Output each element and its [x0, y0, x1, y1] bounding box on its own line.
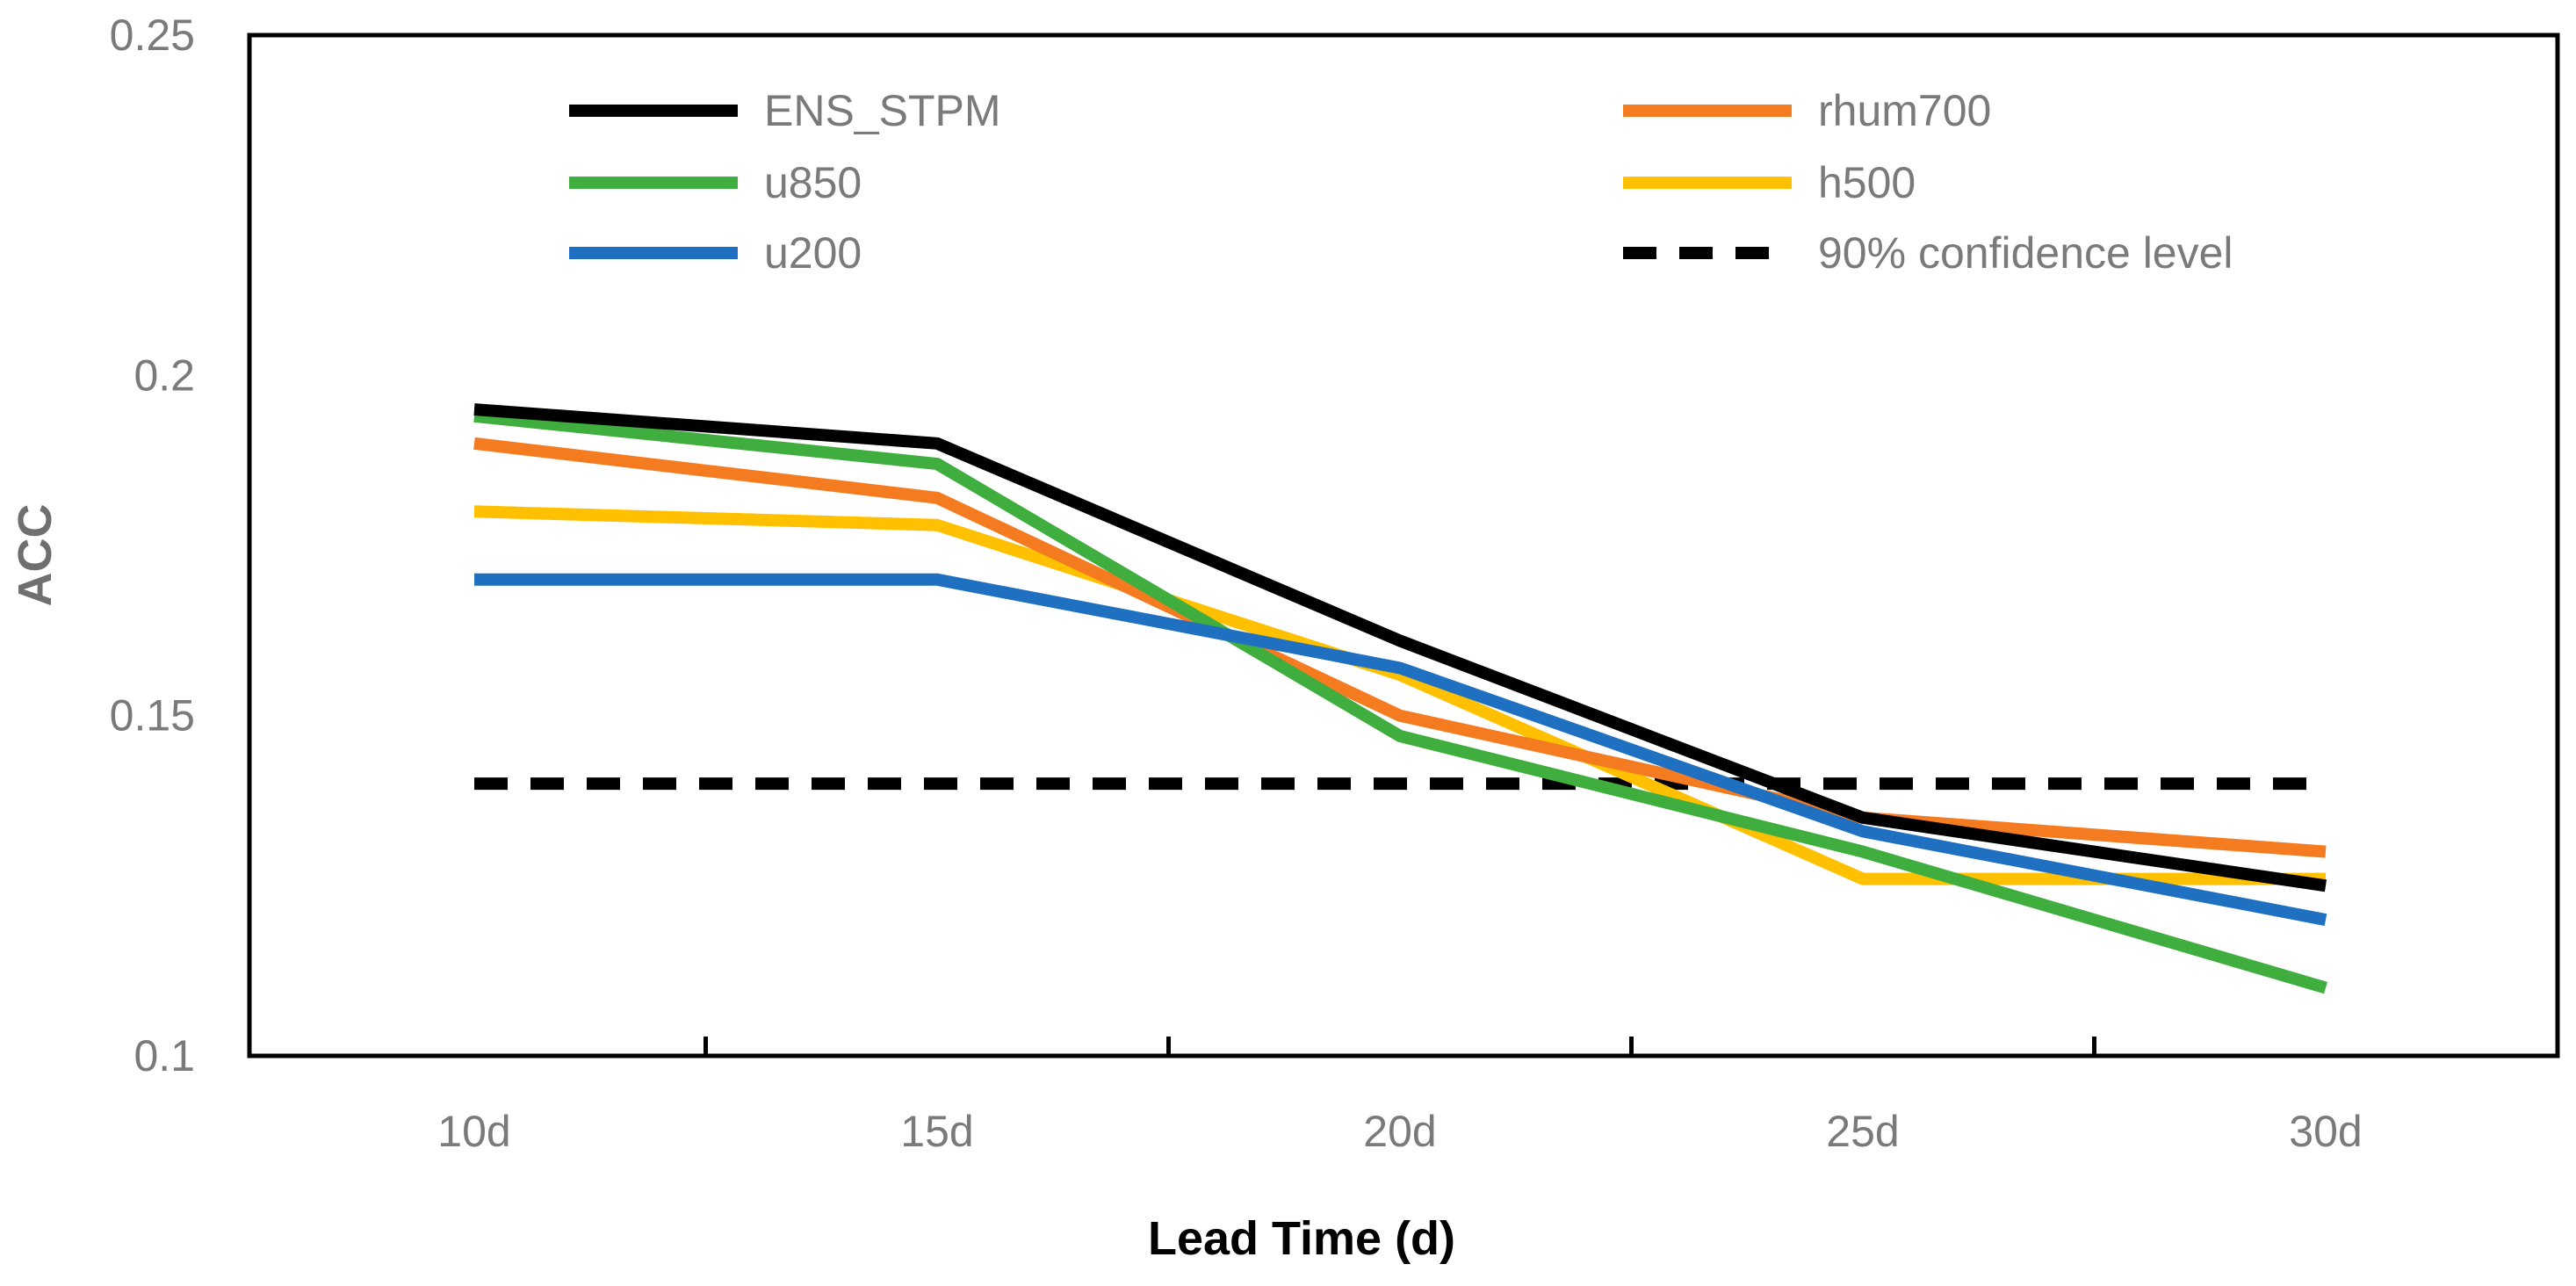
y-axis-tick-labels: 0.1 0.15 0.2 0.25 [110, 11, 195, 1080]
x-tick-label: 15d [900, 1107, 973, 1156]
y-tick-label: 0.1 [133, 1031, 195, 1080]
plot-border [247, 33, 2560, 1058]
legend-item: h500 [1623, 158, 1916, 207]
y-tick-label: 0.15 [110, 691, 195, 741]
y-axis-title: ACC [9, 504, 61, 607]
series-lines [473, 403, 2327, 994]
x-axis-ticks [704, 1037, 2096, 1056]
legend-item: ENS_STPM [569, 86, 1001, 135]
x-tick-label: 10d [437, 1107, 510, 1156]
x-axis-tick-labels: 10d 15d 20d 25d 30d [437, 1107, 2362, 1156]
legend-label: 90% confidence level [1818, 228, 2233, 278]
legend: ENS_STPM rhum700 u850 h500 u200 90% confidenc… [569, 86, 2233, 278]
legend-label: h500 [1818, 158, 1916, 207]
x-tick-label: 30d [2289, 1107, 2362, 1156]
legend-label: ENS_STPM [764, 86, 1001, 135]
plot-area [247, 33, 2560, 1058]
x-axis-title: Lead Time (d) [1148, 1212, 1455, 1265]
series-u850 [473, 409, 2327, 994]
legend-label: u850 [764, 158, 862, 207]
x-tick-label: 25d [1826, 1107, 1899, 1156]
x-tick-label: 20d [1363, 1107, 1436, 1156]
legend-item: u850 [569, 158, 862, 207]
series-u200 [473, 573, 2327, 926]
legend-item: 90% confidence level [1623, 228, 2233, 278]
legend-label: rhum700 [1818, 86, 1991, 135]
legend-label: u200 [764, 228, 862, 278]
y-tick-label: 0.2 [133, 350, 195, 400]
series-ens-stpm [473, 403, 2327, 892]
legend-item: u200 [569, 228, 862, 278]
y-tick-label: 0.25 [110, 11, 195, 60]
legend-item: rhum700 [1623, 86, 1991, 135]
series-h500 [473, 505, 2327, 885]
